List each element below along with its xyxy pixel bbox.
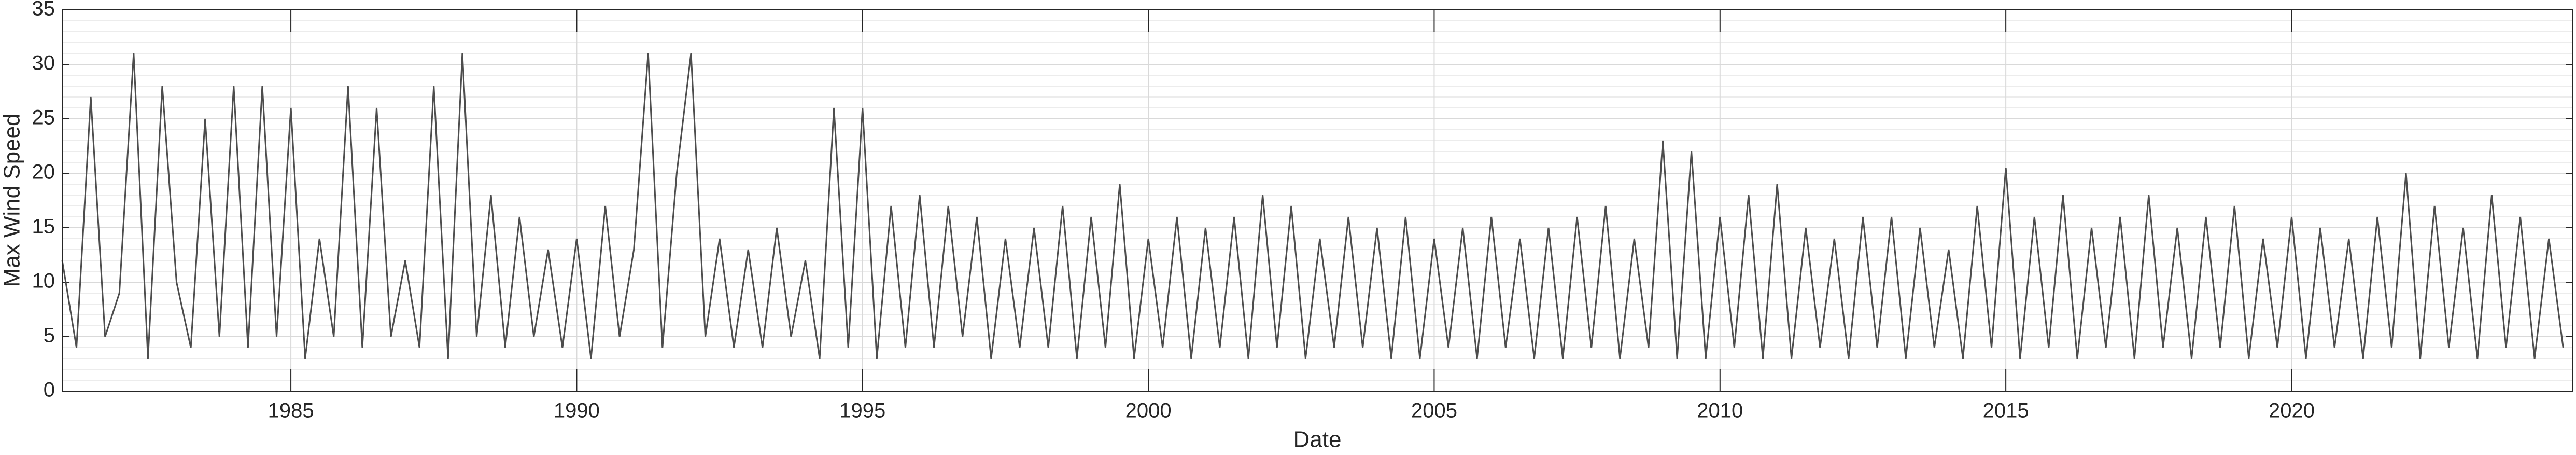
y-tick-label: 20: [32, 161, 55, 184]
x-tick-label: 2015: [1983, 399, 2029, 422]
y-tick-label: 30: [32, 52, 55, 75]
x-tick-label: 2000: [1125, 399, 1172, 422]
y-tick-label: 10: [32, 270, 55, 293]
series-line: [61, 53, 2564, 359]
x-tick-label: 2010: [1697, 399, 1743, 422]
plot-frame: [62, 9, 2573, 392]
x-tick-label: 1995: [839, 399, 885, 422]
x-tick-label: 2020: [2269, 399, 2315, 422]
y-tick-label: 0: [44, 379, 55, 402]
y-tick-label: 25: [32, 106, 55, 129]
x-tick-label: 1985: [268, 399, 314, 422]
x-tick-label: 1990: [554, 399, 600, 422]
x-tick-label: 2005: [1411, 399, 1457, 422]
y-tick-label: 15: [32, 215, 55, 238]
y-axis-label: Max Wind Speed: [0, 113, 25, 287]
x-axis-label: Date: [1293, 427, 1342, 452]
y-tick-label: 5: [44, 324, 55, 347]
y-tick-label: 35: [32, 0, 55, 20]
